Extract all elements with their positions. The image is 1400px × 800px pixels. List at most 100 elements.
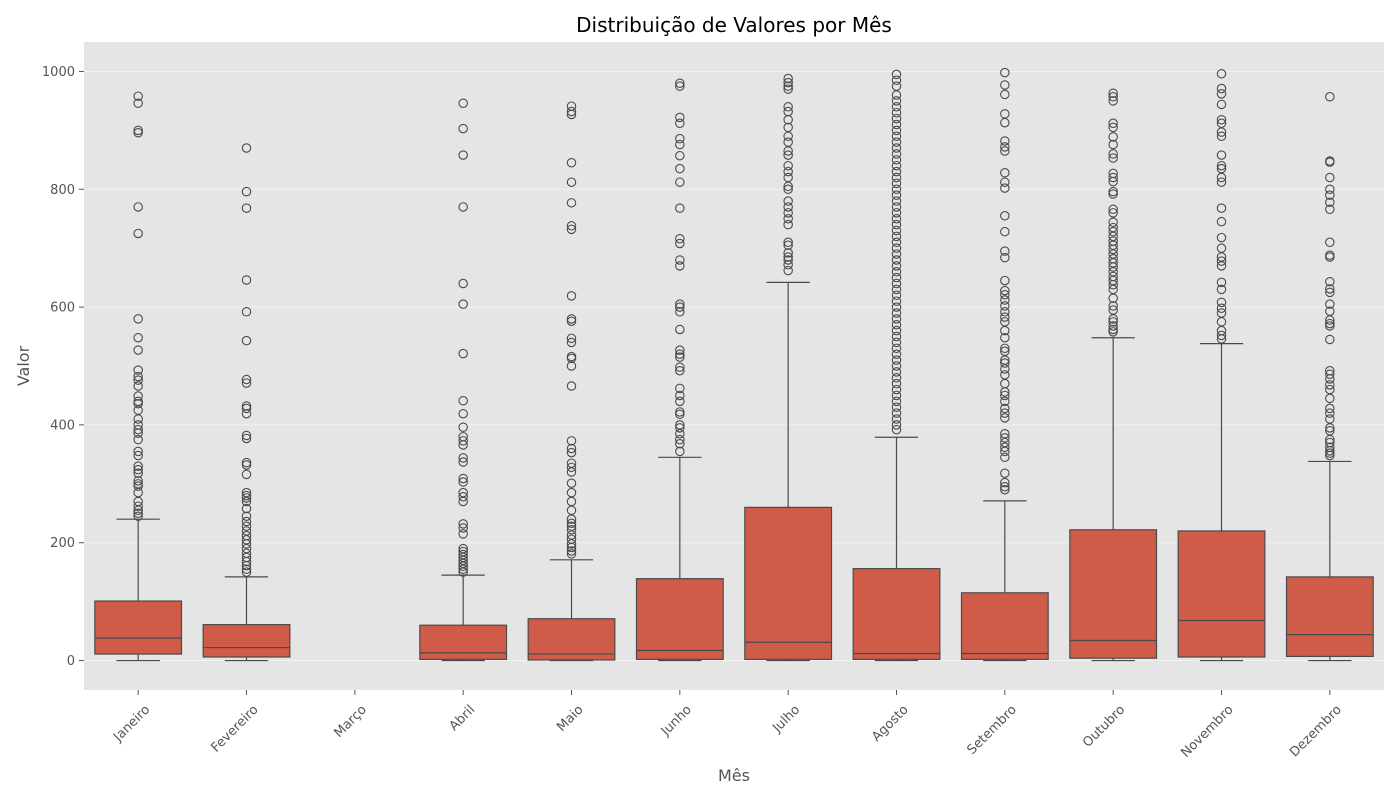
outlier-point: [783, 81, 793, 91]
outlier-point: [1108, 279, 1118, 290]
outlier-point: [675, 238, 685, 249]
outlier-point: [891, 290, 902, 301]
outlier-point: [1108, 327, 1118, 337]
outlier-point: [241, 203, 252, 213]
outlier-point: [458, 202, 468, 212]
outlier-point: [1325, 204, 1335, 215]
outlier-point: [891, 137, 902, 147]
x-tick-label: Setembro: [965, 702, 1020, 757]
x-tick-label: Outubro: [1080, 702, 1128, 750]
outlier-point: [133, 345, 143, 355]
outlier-point: [133, 476, 143, 486]
outlier-point: [1325, 393, 1335, 404]
outlier-point: [891, 155, 902, 165]
outlier-point: [675, 261, 685, 271]
boxes: [94, 67, 1374, 662]
box-body: [744, 506, 833, 660]
outlier-point: [1000, 343, 1010, 354]
outlier-point: [133, 91, 143, 101]
outlier-point: [133, 446, 143, 457]
outlier-point: [891, 390, 902, 401]
outlier-point: [458, 519, 468, 529]
outlier-point: [891, 107, 902, 118]
outlier-point: [133, 391, 143, 401]
outlier-point: [241, 401, 252, 411]
outlier-point: [783, 150, 793, 160]
outlier-point: [783, 73, 793, 84]
outlier-point: [675, 434, 685, 445]
outlier-point: [1000, 477, 1010, 488]
outlier-point: [566, 518, 577, 529]
outlier-point: [566, 381, 577, 391]
outlier-point: [241, 564, 252, 574]
outlier-point: [1325, 408, 1335, 418]
outlier-point: [891, 408, 902, 418]
outlier-point: [1325, 190, 1335, 200]
outlier-point: [1108, 314, 1118, 324]
outlier-point: [675, 439, 685, 449]
outlier-point: [1216, 330, 1227, 341]
box-body: [852, 568, 941, 660]
outlier-point: [891, 402, 902, 412]
outlier-point: [458, 453, 468, 463]
outlier-point: [783, 219, 793, 230]
outlier-point: [566, 158, 577, 168]
outlier-point: [891, 272, 902, 283]
y-tick-label: 800: [50, 183, 75, 198]
box-body: [1177, 530, 1266, 658]
box-body: [527, 618, 616, 661]
outlier-point: [241, 567, 252, 577]
box-12: [1285, 92, 1374, 662]
outlier-point: [458, 123, 468, 134]
outlier-point: [1216, 99, 1227, 110]
outlier-point: [458, 564, 468, 574]
outlier-point: [241, 460, 252, 470]
outlier-point: [1000, 89, 1010, 100]
outlier-point: [1325, 448, 1335, 458]
outlier-point: [891, 90, 902, 100]
outlier-point: [891, 378, 902, 389]
outlier-point: [783, 166, 793, 177]
box-4: [419, 98, 508, 662]
outlier-point: [1216, 89, 1227, 99]
outlier-point: [241, 560, 252, 571]
outlier-point: [133, 508, 143, 519]
outlier-point: [1000, 387, 1010, 397]
outlier-point: [1000, 484, 1010, 495]
outlier-point: [675, 78, 685, 88]
outlier-point: [1108, 244, 1118, 255]
outlier-point: [891, 196, 902, 206]
outlier-point: [1108, 88, 1118, 99]
outlier-point: [1108, 149, 1118, 159]
outlier-point: [1000, 183, 1010, 193]
outlier-point: [1108, 139, 1118, 150]
outlier-point: [241, 511, 252, 521]
outlier-point: [241, 521, 252, 531]
y-axis-ticks: 0 200 400 600 800 1000: [42, 65, 84, 669]
outlier-point: [1000, 408, 1010, 418]
outlier-point: [891, 119, 902, 130]
outlier-point: [133, 398, 143, 409]
outlier-point: [566, 462, 577, 473]
outlier-point: [783, 240, 793, 250]
outlier-point: [1325, 434, 1335, 445]
plot-background: [84, 42, 1384, 690]
outlier-point: [675, 407, 685, 417]
outlier-point: [458, 150, 468, 160]
outlier-point: [891, 284, 902, 295]
outlier-point: [675, 112, 685, 123]
outlier-point: [566, 337, 577, 348]
outlier-point: [675, 383, 685, 394]
outlier-point: [566, 177, 577, 187]
outlier-point: [566, 542, 577, 553]
x-tick-label: Agosto: [869, 702, 911, 744]
outlier-point: [891, 261, 902, 271]
outlier-point: [133, 428, 143, 438]
outlier-point: [891, 373, 902, 383]
outlier-point: [458, 492, 468, 502]
x-tick-label: Janeiro: [110, 702, 153, 745]
outlier-point: [1108, 324, 1118, 335]
outlier-point: [783, 259, 793, 270]
outlier-point: [1108, 321, 1118, 331]
